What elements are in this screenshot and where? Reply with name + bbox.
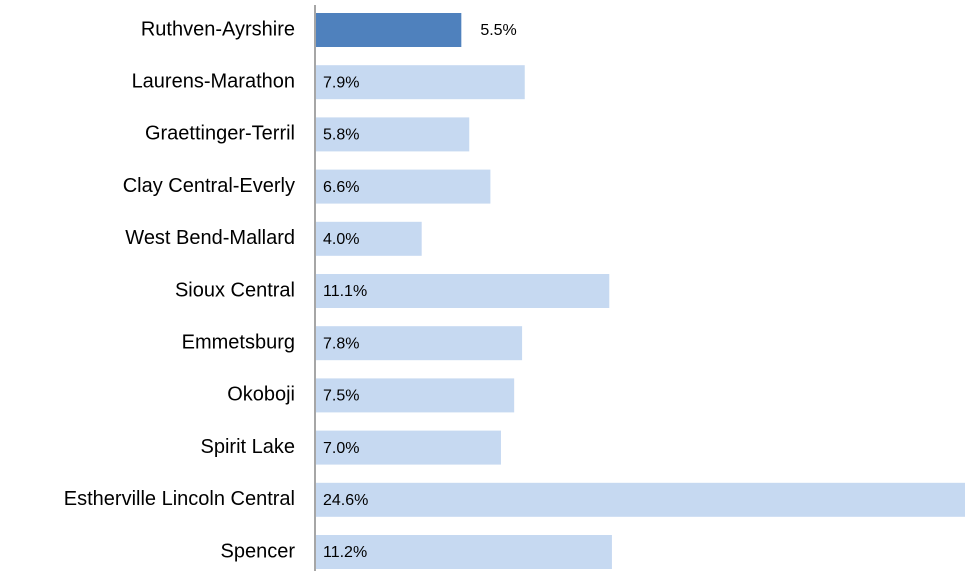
category-label: West Bend-Mallard xyxy=(125,227,295,249)
category-label: Spencer xyxy=(221,540,296,562)
bar xyxy=(316,535,612,569)
category-label: Ruthven-Ayrshire xyxy=(141,18,295,40)
bar xyxy=(316,274,610,308)
bar xyxy=(316,326,523,361)
bar xyxy=(316,13,462,47)
value-label: 24.6% xyxy=(323,492,368,509)
value-label: 6.6% xyxy=(323,179,359,196)
value-label: 5.8% xyxy=(323,127,359,144)
category-label: Okoboji xyxy=(227,384,295,406)
category-label: Laurens-Marathon xyxy=(132,70,295,92)
category-label: Estherville Lincoln Central xyxy=(64,488,295,510)
value-label: 7.9% xyxy=(323,74,359,91)
bar xyxy=(316,378,515,413)
value-label: 11.1% xyxy=(323,283,367,300)
value-label: 7.8% xyxy=(323,335,359,352)
value-label: 4.0% xyxy=(323,231,359,248)
bar xyxy=(316,117,470,152)
category-label: Emmetsburg xyxy=(182,331,295,353)
bar xyxy=(316,169,491,204)
value-label: 5.5% xyxy=(480,22,516,39)
bar xyxy=(316,482,965,517)
value-label: 7.5% xyxy=(323,388,359,405)
bar xyxy=(316,65,525,100)
bar xyxy=(316,430,501,465)
category-label: Sioux Central xyxy=(175,279,295,301)
bar xyxy=(316,221,422,256)
category-label: Clay Central-Everly xyxy=(123,175,295,197)
category-label: Graettinger-Terril xyxy=(145,123,295,145)
category-label: Spirit Lake xyxy=(201,436,296,458)
value-label: 11.2% xyxy=(323,544,367,561)
value-label: 7.0% xyxy=(323,440,359,457)
